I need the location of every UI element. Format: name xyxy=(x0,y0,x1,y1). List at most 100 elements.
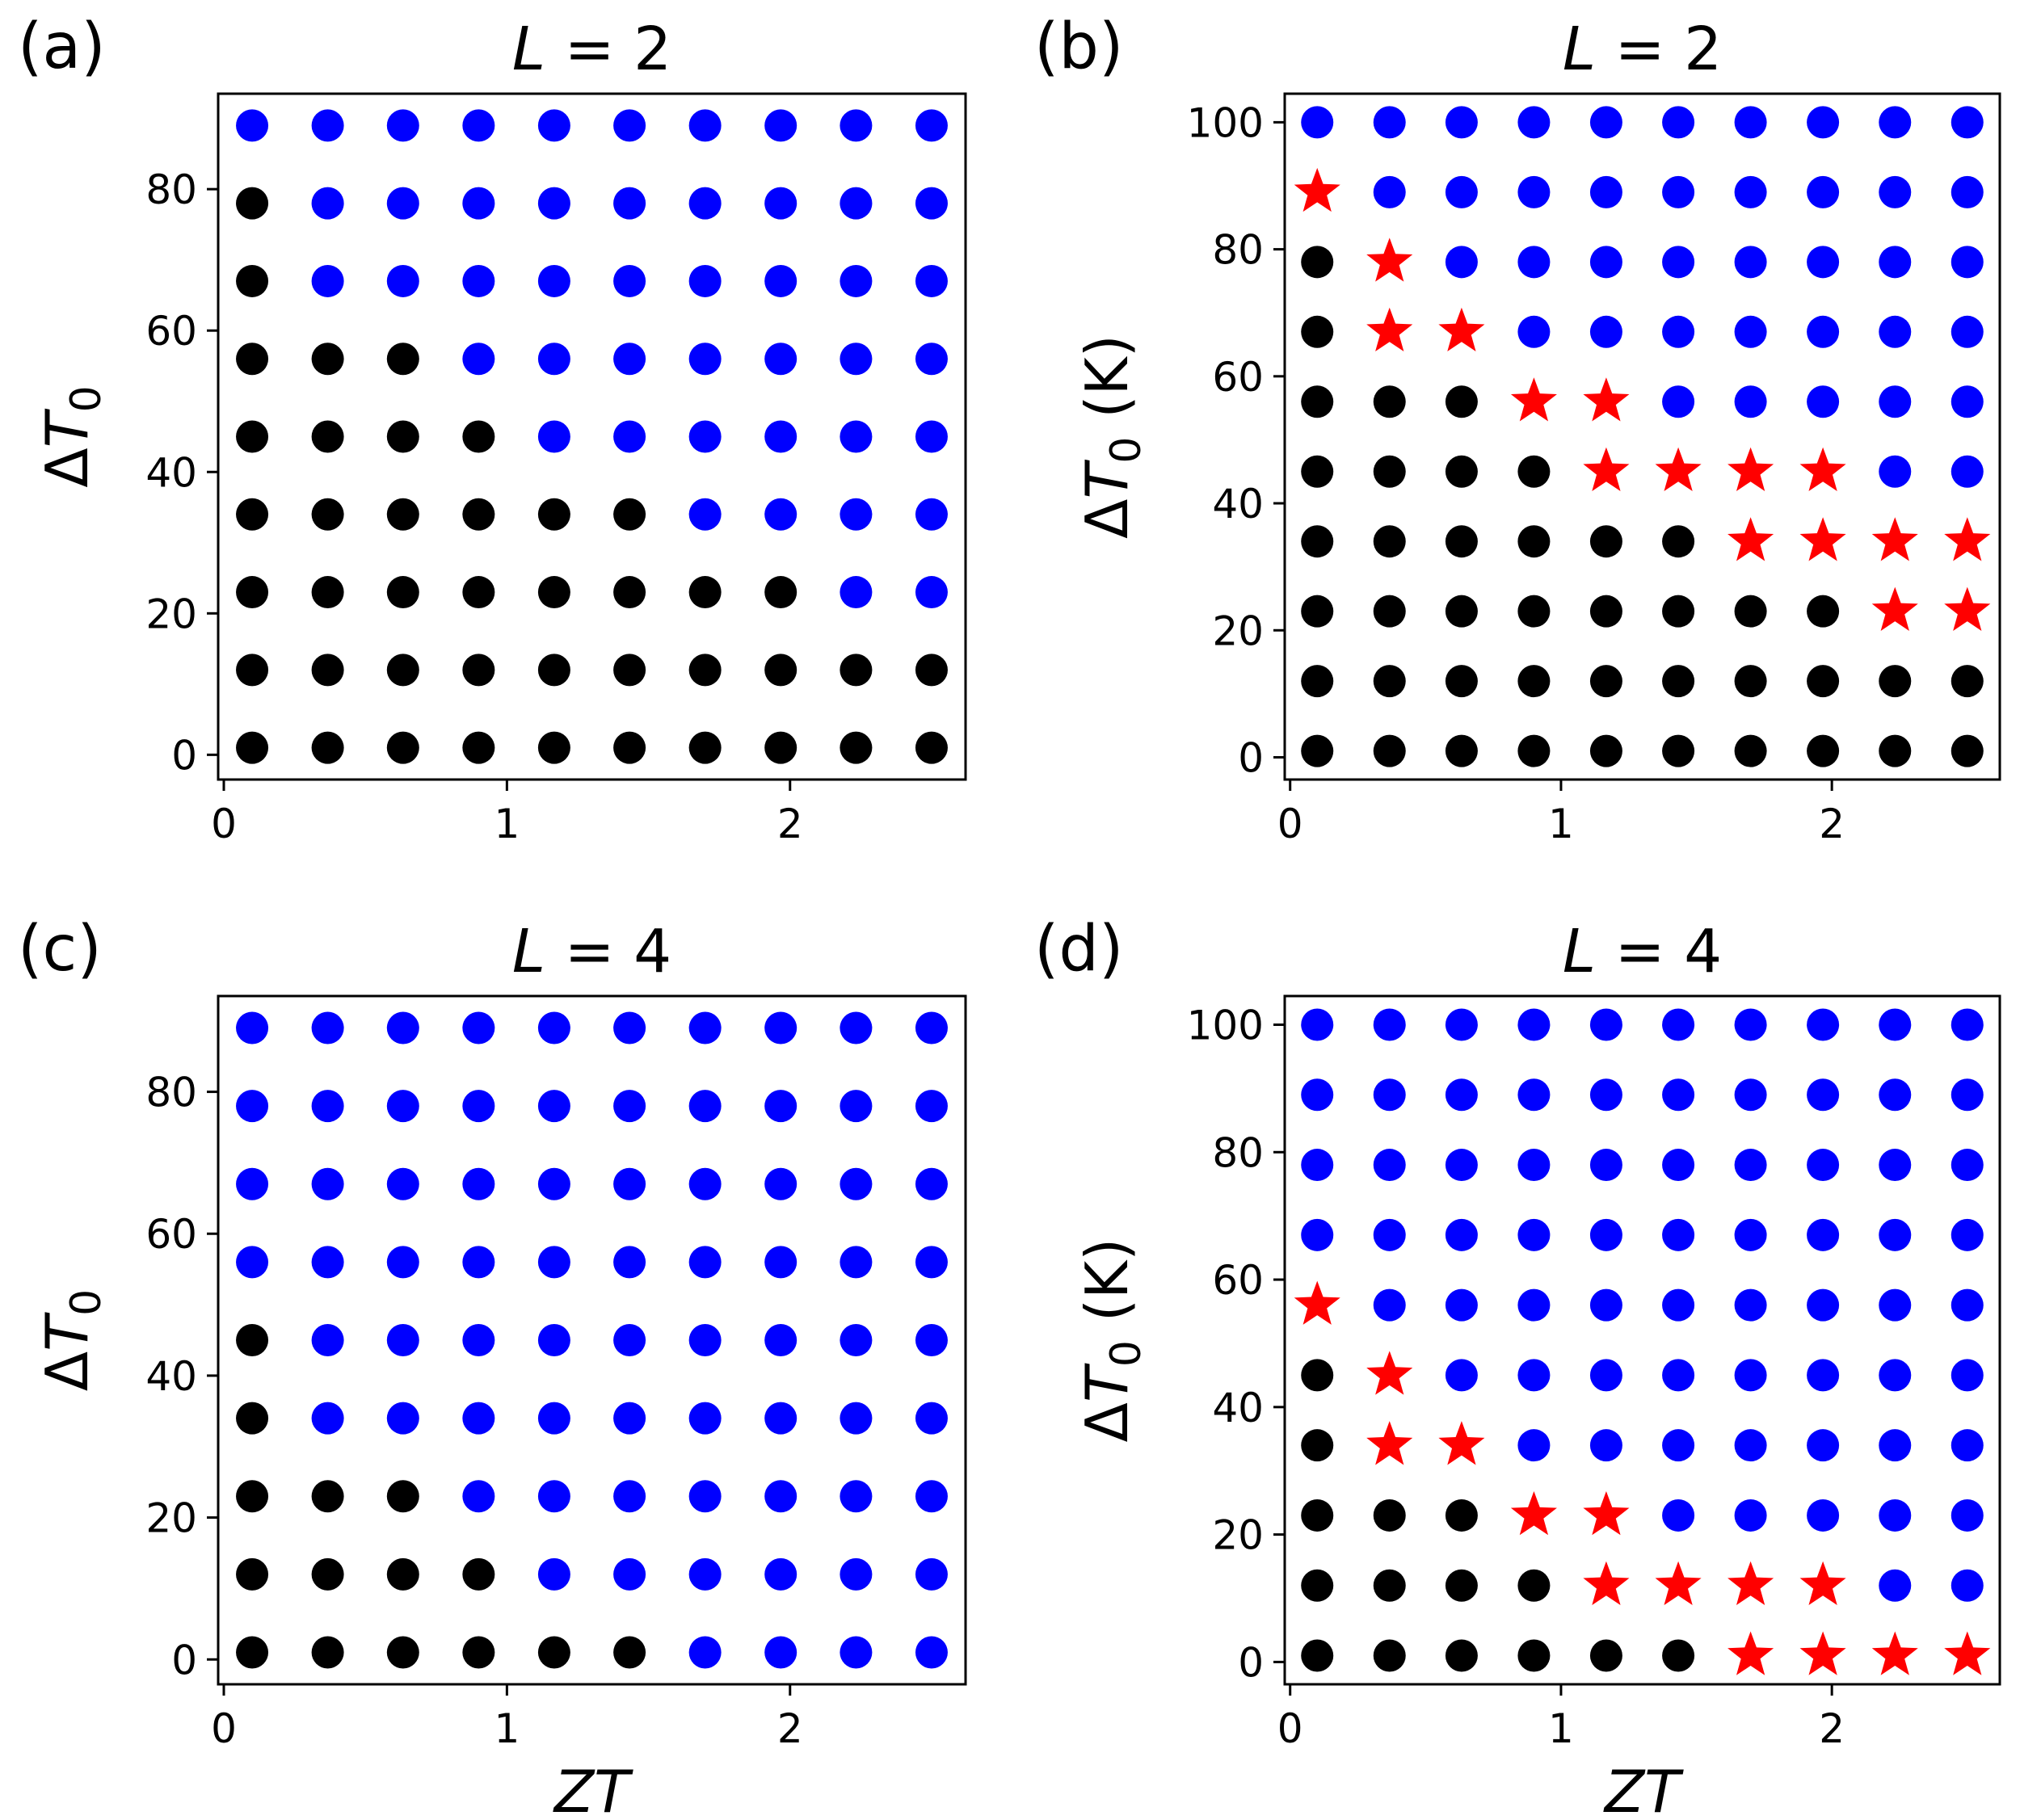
blue-circle-marker xyxy=(1879,175,1912,208)
blue-circle-marker xyxy=(537,1011,570,1045)
blue-circle-marker xyxy=(613,343,646,376)
blue-circle-marker xyxy=(1807,1218,1840,1251)
blue-circle-marker xyxy=(1589,175,1622,208)
black-circle-marker xyxy=(1589,595,1622,628)
black-circle-marker xyxy=(1301,1639,1334,1672)
black-circle-marker xyxy=(1301,385,1334,418)
blue-circle-marker xyxy=(840,109,873,142)
blue-circle-marker xyxy=(386,1011,419,1045)
blue-circle-marker xyxy=(386,187,419,220)
blue-circle-marker xyxy=(1517,1288,1551,1322)
y-tick-label: 80 xyxy=(1212,227,1264,274)
blue-circle-marker xyxy=(840,187,873,220)
blue-circle-marker xyxy=(688,1557,722,1591)
blue-circle-marker xyxy=(1301,1218,1334,1251)
blue-circle-marker xyxy=(1879,1149,1912,1182)
blue-circle-marker xyxy=(1589,106,1622,139)
blue-circle-marker xyxy=(1662,315,1695,348)
blue-circle-marker xyxy=(1373,1218,1406,1251)
red-star-marker xyxy=(1655,447,1702,492)
blue-circle-marker xyxy=(1951,385,1984,418)
blue-circle-marker xyxy=(537,1090,570,1123)
blue-circle-marker xyxy=(764,1324,797,1356)
red-star-marker xyxy=(1583,1561,1630,1605)
black-circle-marker xyxy=(462,1636,495,1669)
blue-circle-marker xyxy=(1734,106,1767,139)
red-star-marker xyxy=(1728,517,1774,561)
y-tick-label: 0 xyxy=(1238,734,1264,781)
blue-circle-marker xyxy=(1445,1078,1478,1112)
blue-circle-marker xyxy=(1445,246,1478,279)
blue-circle-marker xyxy=(764,1480,797,1513)
black-circle-marker xyxy=(1589,1639,1622,1672)
blue-circle-marker xyxy=(613,1246,646,1279)
black-circle-marker xyxy=(1373,525,1406,558)
blue-circle-marker xyxy=(613,420,646,453)
blue-circle-marker xyxy=(1445,1359,1478,1392)
blue-circle-marker xyxy=(1734,1498,1767,1532)
x-axis-label: ZT xyxy=(1603,1758,1684,1820)
y-axis-label: ΔT0 xyxy=(33,385,111,487)
blue-circle-marker xyxy=(688,1324,722,1356)
blue-circle-marker xyxy=(1373,175,1406,208)
blue-circle-marker xyxy=(1951,1498,1984,1532)
blue-circle-marker xyxy=(1879,1008,1912,1041)
blue-circle-marker xyxy=(1879,1498,1912,1532)
red-star-marker xyxy=(1583,1490,1630,1536)
black-circle-marker xyxy=(1373,595,1406,628)
black-circle-marker xyxy=(236,498,269,531)
blue-circle-marker xyxy=(1734,1149,1767,1182)
black-circle-marker xyxy=(311,731,344,764)
blue-circle-marker xyxy=(537,420,570,453)
blue-circle-marker xyxy=(1734,1359,1767,1392)
y-tick-label: 20 xyxy=(145,591,197,637)
blue-circle-marker xyxy=(1662,1218,1695,1251)
y-tick-label: 100 xyxy=(1187,1002,1264,1049)
black-circle-marker xyxy=(311,1557,344,1591)
blue-circle-marker xyxy=(1373,1008,1406,1041)
black-circle-marker xyxy=(1662,595,1695,628)
blue-circle-marker xyxy=(386,264,419,297)
blue-circle-marker xyxy=(915,109,948,142)
blue-circle-marker xyxy=(1807,106,1840,139)
blue-circle-marker xyxy=(386,1402,419,1435)
black-circle-marker xyxy=(840,731,873,764)
blue-circle-marker xyxy=(688,420,722,453)
red-star-marker xyxy=(1510,1490,1557,1536)
red-star-marker xyxy=(1366,307,1413,352)
black-circle-marker xyxy=(537,576,570,609)
black-circle-marker xyxy=(1517,525,1551,558)
red-star-marker xyxy=(1871,517,1918,561)
blue-circle-marker xyxy=(1662,1288,1695,1322)
black-circle-marker xyxy=(537,731,570,764)
blue-circle-marker xyxy=(613,1167,646,1200)
red-star-marker xyxy=(1583,377,1630,422)
blue-circle-marker xyxy=(613,1324,646,1356)
black-circle-marker xyxy=(1951,734,1984,767)
blue-circle-marker xyxy=(1734,1008,1767,1041)
blue-circle-marker xyxy=(537,1324,570,1356)
blue-circle-marker xyxy=(764,1246,797,1279)
black-circle-marker xyxy=(1734,734,1767,767)
black-circle-marker xyxy=(1445,385,1478,418)
blue-circle-marker xyxy=(1807,1288,1840,1322)
blue-circle-marker xyxy=(1807,246,1840,279)
blue-circle-marker xyxy=(1301,1008,1334,1041)
blue-circle-marker xyxy=(840,1402,873,1435)
black-circle-marker xyxy=(1445,455,1478,488)
blue-circle-marker xyxy=(915,187,948,220)
blue-circle-marker xyxy=(1517,1078,1551,1112)
red-star-marker xyxy=(1799,1561,1846,1605)
black-circle-marker xyxy=(1807,665,1840,698)
blue-circle-marker xyxy=(764,1636,797,1669)
blue-circle-marker xyxy=(1589,1008,1622,1041)
black-circle-marker xyxy=(1589,734,1622,767)
blue-circle-marker xyxy=(1373,1078,1406,1112)
panel-label: (b) xyxy=(1034,11,1123,83)
blue-circle-marker xyxy=(1589,1149,1622,1182)
blue-circle-marker xyxy=(764,187,797,220)
black-circle-marker xyxy=(1517,1569,1551,1602)
red-star-marker xyxy=(1944,1631,1991,1675)
black-circle-marker xyxy=(1951,665,1984,698)
